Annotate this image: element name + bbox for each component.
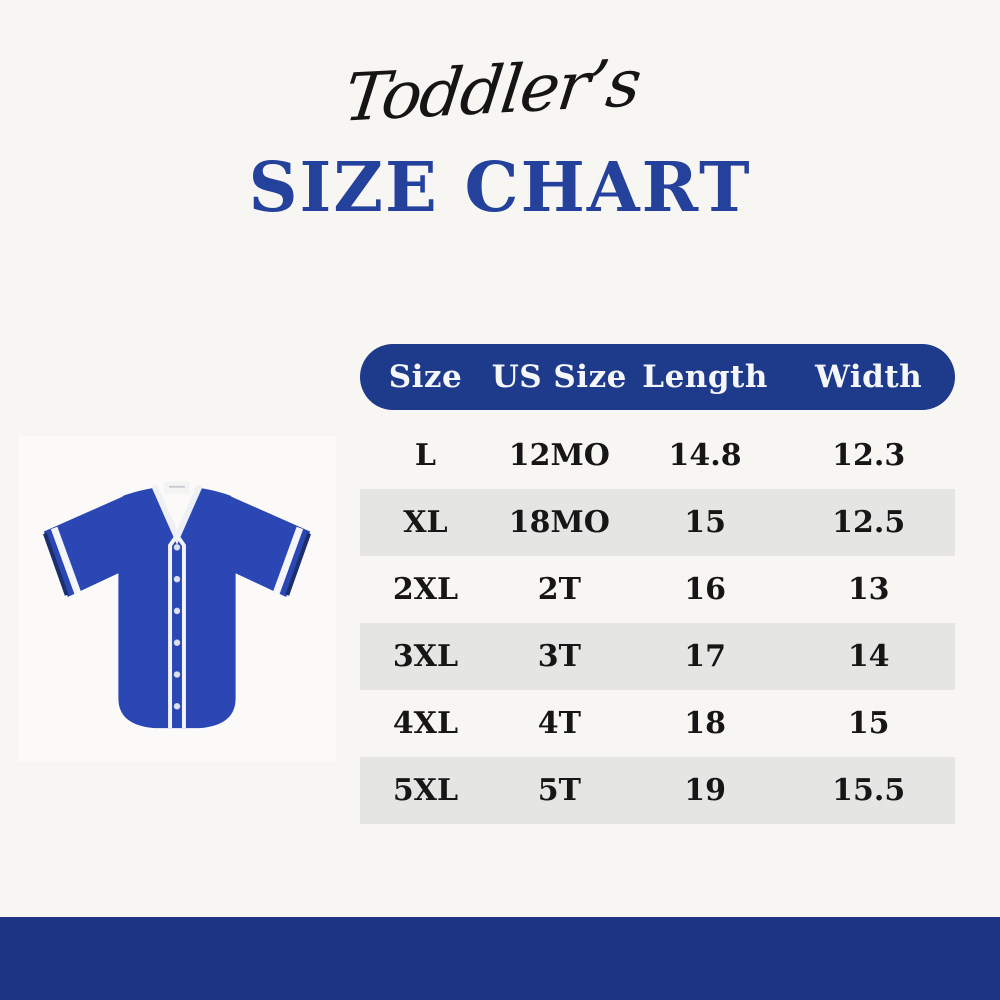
cell-us-size: 5T	[537, 773, 581, 808]
cell-width: 12.5	[832, 505, 906, 540]
neck-opening	[155, 483, 199, 538]
cell-length: 15	[684, 505, 726, 540]
jersey-sleeve-left	[43, 493, 132, 598]
cell-width: 14	[847, 639, 890, 674]
jersey-sleeve-right	[222, 493, 311, 598]
cell-width: 15.5	[832, 773, 906, 808]
column-header-width: Width	[815, 359, 923, 395]
sleeve-stripe-right	[272, 526, 304, 595]
cell-length: 18	[684, 706, 726, 741]
jersey-body	[118, 486, 236, 729]
placket-piping-right	[175, 534, 186, 729]
table-row: 4XL 4T 18 15	[360, 690, 955, 757]
cell-length: 19	[684, 773, 726, 808]
column-header-length: Length	[642, 359, 768, 395]
placket-piping-left	[168, 534, 179, 729]
table-row: XL 18MO 15 12.5	[360, 489, 955, 556]
cell-size: 2XL	[392, 572, 459, 607]
jersey-image	[43, 481, 311, 729]
size-table: Size US Size Length Width L 12MO 14.8 12…	[360, 344, 955, 824]
footer-bar	[0, 917, 1000, 1000]
cell-length: 16	[684, 572, 726, 607]
script-title: Toddler’s	[340, 44, 644, 137]
sleeve-stripe-left	[50, 526, 82, 595]
table-row: 3XL 3T 17 14	[360, 623, 955, 690]
product-photo	[18, 436, 336, 762]
cell-us-size: 4T	[537, 706, 581, 741]
cell-size: 5XL	[392, 773, 459, 808]
table-header: Size US Size Length Width	[360, 344, 955, 410]
cell-length: 17	[684, 639, 726, 674]
cell-width: 15	[847, 706, 890, 741]
sleeve-edge-right	[285, 532, 311, 596]
column-header-size: Size	[388, 359, 463, 395]
cell-size: 4XL	[392, 706, 459, 741]
buttons	[173, 544, 181, 710]
cell-us-size: 18MO	[508, 505, 610, 540]
cell-us-size: 2T	[537, 572, 581, 607]
collar-tag	[164, 481, 190, 494]
column-header-us-size: US Size	[491, 359, 627, 395]
cell-length: 14.8	[668, 438, 742, 473]
jersey	[43, 481, 311, 729]
cell-size: XL	[403, 505, 448, 540]
cell-width: 12.3	[832, 438, 906, 473]
sleeve-edge-left	[43, 532, 69, 596]
table-row: 2XL 2T 16 13	[360, 556, 955, 623]
cell-size: L	[414, 438, 436, 473]
table-row: L 12MO 14.8 12.3	[360, 422, 955, 489]
cell-us-size: 3T	[537, 639, 581, 674]
cell-size: 3XL	[392, 639, 459, 674]
table-body: L 12MO 14.8 12.3 XL 18MO 15 12.5 2XL 2T …	[360, 422, 955, 824]
table-row: 5XL 5T 19 15.5	[360, 757, 955, 824]
page-title: SIZE CHART	[248, 148, 752, 228]
cell-us-size: 12MO	[508, 438, 610, 473]
cell-width: 13	[847, 572, 890, 607]
